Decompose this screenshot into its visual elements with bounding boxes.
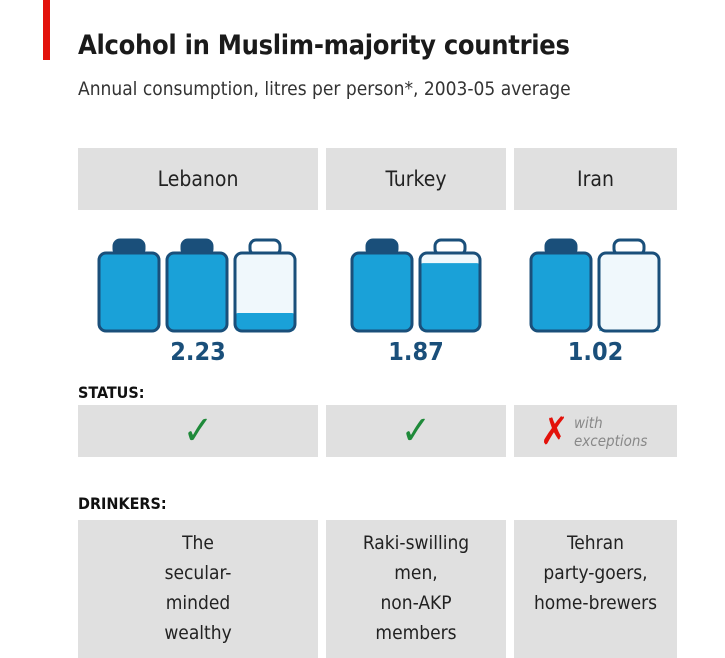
column-header-turkey: Turkey <box>326 148 506 210</box>
bottle-fill <box>531 253 591 331</box>
value-label-lebanon: 2.23 <box>170 337 226 366</box>
value-label-turkey: 1.87 <box>388 337 444 366</box>
column-header-lebanon: Lebanon <box>78 148 318 210</box>
bottle-icon <box>350 238 414 333</box>
bottle-icon <box>233 238 297 333</box>
bottle-fill <box>167 253 227 331</box>
bottle-fill <box>352 253 412 331</box>
value-label-iran: 1.02 <box>567 337 624 366</box>
status-cell-lebanon: ✓ <box>78 405 318 457</box>
status-section-label: STATUS: <box>78 383 145 402</box>
drinkers-cell-lebanon: The secular- minded wealthy <box>78 520 318 658</box>
column-header-iran: Iran <box>514 148 677 210</box>
bottle-icon <box>529 238 593 333</box>
bottle-icon <box>597 238 661 333</box>
check-icon: ✓ <box>400 408 432 454</box>
drinkers-text-iran: Tehran party-goers, home-brewers <box>533 532 658 614</box>
bottle-icon <box>165 238 229 333</box>
status-cell-iran: ✗ with exceptions <box>514 405 677 457</box>
drinkers-cell-turkey: Raki-swilling men, non-AKP members <box>326 520 506 658</box>
bottle-icon <box>97 238 161 333</box>
bottle-fill <box>420 263 480 331</box>
bottle-fill <box>99 253 159 331</box>
drinkers-cell-iran: Tehran party-goers, home-brewers <box>514 520 677 658</box>
status-note-iran: with exceptions <box>574 414 648 450</box>
bottle-icon <box>418 238 482 333</box>
drinkers-text-turkey: Raki-swilling men, non-AKP members <box>362 532 470 644</box>
drinkers-text-lebanon: The secular- minded wealthy <box>164 532 232 644</box>
drinkers-section-label: DRINKERS: <box>78 494 167 513</box>
cross-icon: ✗ <box>540 409 569 453</box>
check-icon: ✓ <box>182 408 214 454</box>
accent-bar <box>43 0 50 60</box>
chart-title: Alcohol in Muslim-majority countries <box>78 30 570 61</box>
bottle-fill <box>235 313 295 331</box>
status-cell-turkey: ✓ <box>326 405 506 457</box>
chart-subtitle: Annual consumption, litres per person*, … <box>78 78 571 100</box>
